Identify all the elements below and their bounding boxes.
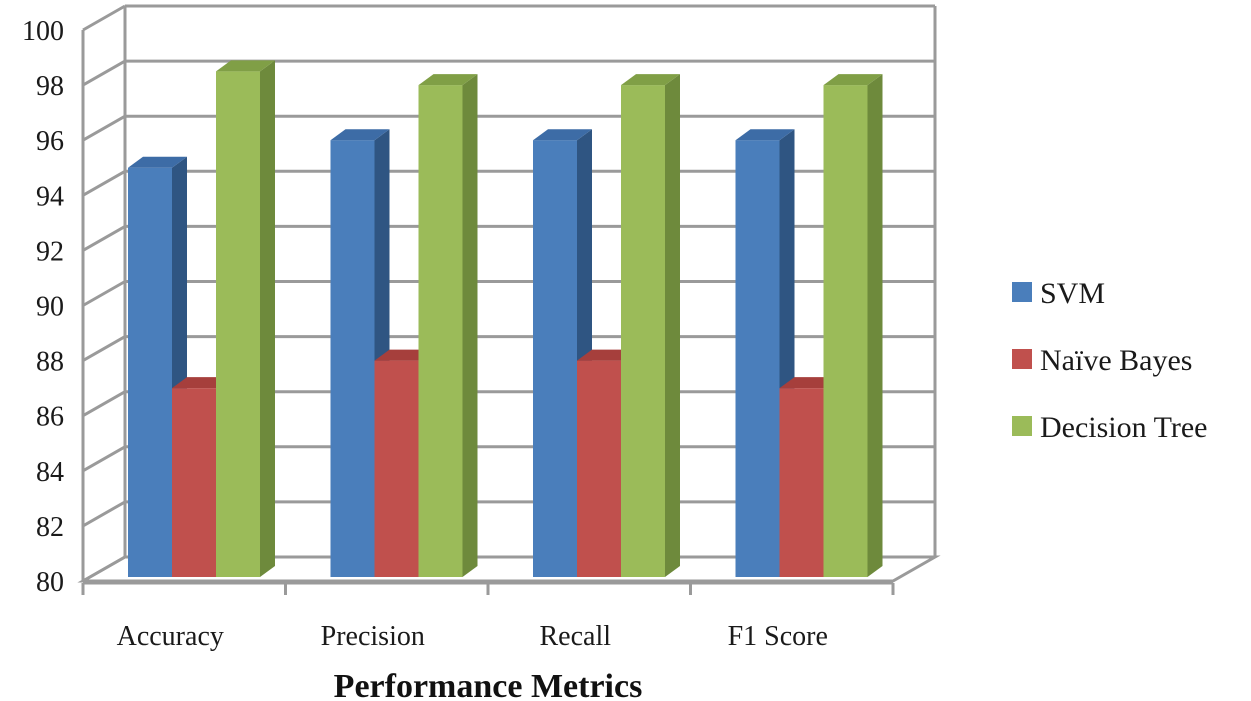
bar (216, 60, 275, 577)
bar-front (330, 140, 375, 577)
y-tick-label: 84 (36, 457, 64, 488)
bar-top (735, 129, 795, 141)
bar (823, 74, 883, 577)
bar-side (867, 74, 883, 577)
bar-front (374, 360, 419, 577)
y-tick-label: 88 (36, 347, 64, 378)
gridline-depth (82, 59, 126, 87)
legend-label: Decision Tree (1040, 411, 1208, 444)
x-tick-label: Accuracy (117, 621, 224, 652)
bar-front (621, 85, 665, 577)
bar-front (418, 85, 463, 577)
gridline-depth (82, 445, 126, 473)
gridline-depth (82, 390, 126, 418)
x-tick-label: Precision (321, 621, 425, 652)
y-tick-label: 98 (36, 71, 64, 102)
bar-front (577, 360, 621, 577)
bar-top (621, 74, 680, 86)
x-tick-label: F1 Score (728, 621, 828, 652)
bar-front (216, 71, 260, 577)
bar-top (128, 156, 187, 168)
y-tick-label: 82 (36, 512, 64, 543)
bar (621, 74, 680, 577)
gridline-depth (82, 114, 126, 142)
gridline-depth (82, 225, 126, 252)
y-tick-label: 96 (36, 126, 64, 157)
gridline-depth (82, 500, 126, 528)
y-tick-label: 92 (36, 236, 64, 267)
bar-side (260, 60, 275, 577)
y-axis-tick-labels: 80 82 84 86 88 90 92 94 96 98 100 (22, 16, 64, 598)
legend-swatch (1012, 282, 1032, 302)
x-tick-label: Recall (539, 621, 611, 652)
y-tick-label: 94 (36, 181, 64, 212)
x-axis (81, 581, 895, 595)
bar-front (735, 140, 780, 577)
bar-top (330, 129, 390, 141)
bar-top (216, 60, 275, 72)
bar-front (823, 85, 868, 577)
bar-side (665, 74, 680, 577)
gridline-depth (82, 335, 126, 362)
legend-label: Naïve Bayes (1040, 344, 1192, 377)
chart-floor (77, 555, 941, 583)
y-tick-label: 80 (36, 567, 64, 598)
bar-top (418, 74, 478, 86)
legend: SVM Naïve Bayes Decision Tree (1012, 277, 1208, 444)
bars-group (128, 60, 883, 577)
gridline-depth (82, 280, 126, 307)
bar-front (779, 388, 824, 577)
floor-outline (77, 555, 941, 583)
legend-label: SVM (1040, 277, 1105, 310)
bar-top (533, 129, 592, 141)
bar-side (462, 74, 478, 577)
x-axis-title: Performance Metrics (334, 668, 643, 701)
y-tick-label: 86 (36, 402, 64, 433)
legend-swatch (1012, 349, 1032, 369)
bar-front (172, 388, 216, 577)
bar-front (533, 140, 577, 577)
bar (418, 74, 478, 577)
legend-swatch (1012, 416, 1032, 436)
x-axis-tick-labels: Accuracy Precision Recall F1 Score (117, 621, 828, 652)
bar-top (823, 74, 883, 86)
y-tick-label: 100 (22, 16, 64, 47)
gridline-depth (82, 169, 126, 197)
y-tick-label: 90 (36, 292, 64, 323)
bar-front (128, 167, 172, 577)
gridline-depth (82, 4, 126, 32)
